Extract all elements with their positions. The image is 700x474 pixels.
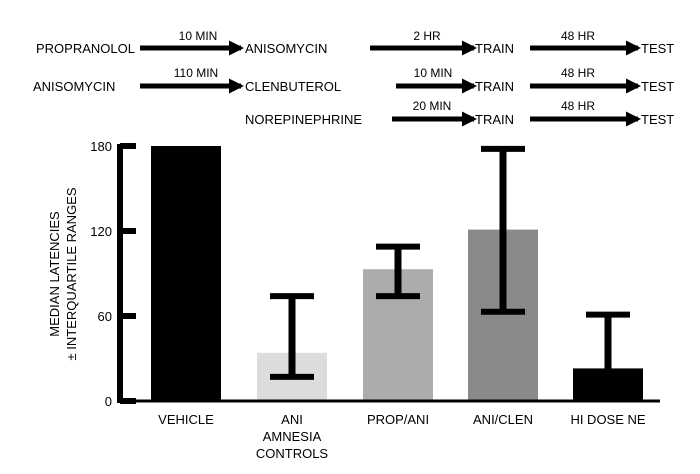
category-labels: VEHICLE ANI AMNESIA CONTROLS PROP/ANI ANI/CLE… — [158, 412, 646, 461]
y-tick-label-60: 60 — [98, 309, 112, 324]
row1-arrow-2-label: 2 HR — [413, 29, 441, 43]
protocol-diagram: PROPRANOLOL 10 MIN ANISOMYCIN 2 HR TRAIN… — [33, 29, 674, 127]
row3-arrow-2-label: 48 HR — [561, 99, 595, 113]
row2-arrow-3-label: 48 HR — [561, 66, 595, 80]
y-tick-label-180: 180 — [90, 139, 112, 154]
y-axis-label-line2: ± INTERQUARTILE RANGES — [64, 187, 79, 360]
x-tick-label-vehicle: VEHICLE — [158, 412, 214, 427]
y-tick-label-120: 120 — [90, 224, 112, 239]
x-tick-label-hi-dose-ne: HI DOSE NE — [570, 412, 645, 427]
x-tick-label-ani-clen: ANI/CLEN — [473, 412, 533, 427]
x-tick-label-ani-amnesia-controls-line1: ANI — [281, 412, 303, 427]
row3-label-2: TRAIN — [475, 112, 514, 127]
row1-label-4: TEST — [641, 41, 674, 56]
axes: 0 60 120 180 — [90, 139, 660, 409]
x-tick-label-ani-amnesia-controls-line2: AMNESIA — [263, 429, 322, 444]
row1-label-1: PROPRANOLOL — [36, 41, 135, 56]
row2-label-3: TRAIN — [475, 79, 514, 94]
row2-label-2: CLENBUTEROL — [245, 79, 341, 94]
row2-label-1: ANISOMYCIN — [33, 79, 115, 94]
row-norepinephrine: NOREPINEPHRINE 20 MIN TRAIN 48 HR TEST — [245, 99, 674, 127]
row2-arrow-2-label: 10 MIN — [414, 66, 453, 80]
row1-arrow-1-label: 10 MIN — [179, 29, 218, 43]
row3-arrow-1-label: 20 MIN — [413, 99, 452, 113]
row2-label-4: TEST — [641, 79, 674, 94]
row1-arrow-3-label: 48 HR — [561, 29, 595, 43]
row1-label-3: TRAIN — [475, 41, 514, 56]
row3-label-3: TEST — [641, 112, 674, 127]
row3-label-1: NOREPINEPHRINE — [245, 112, 362, 127]
error-bars — [270, 145, 630, 401]
x-tick-label-prop-ani: PROP/ANI — [367, 412, 429, 427]
row1-label-2: ANISOMYCIN — [245, 41, 327, 56]
bar-vehicle — [151, 146, 221, 401]
y-axis-label-line1: MEDIAN LATENCIES — [47, 211, 62, 337]
row-propranolol: PROPRANOLOL 10 MIN ANISOMYCIN 2 HR TRAIN… — [36, 29, 674, 56]
row-anisomycin: ANISOMYCIN 110 MIN CLENBUTEROL 10 MIN TR… — [33, 66, 674, 94]
x-tick-label-ani-amnesia-controls-line3: CONTROLS — [256, 446, 329, 461]
y-tick-label-0: 0 — [105, 394, 112, 409]
row2-arrow-1-label: 110 MIN — [174, 66, 218, 80]
